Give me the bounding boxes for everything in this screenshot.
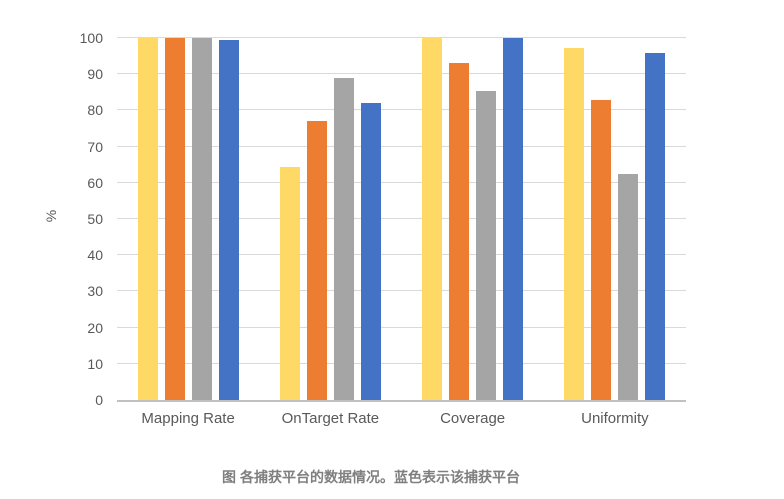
gridline-10 (117, 362, 686, 364)
bar-orange-ontarget-rate (306, 121, 327, 400)
y-tick-label-70: 70 (87, 138, 103, 155)
gridline-90 (117, 73, 686, 75)
bar-group-coverage (402, 38, 544, 400)
category-label-coverage: Coverage (440, 410, 506, 427)
y-tick-label-20: 20 (87, 319, 103, 336)
bar-blue-ontarget-rate (360, 103, 381, 400)
y-tick-label-60: 60 (87, 174, 103, 191)
gridline-40 (117, 254, 686, 256)
bar-yellow-ontarget-rate (279, 166, 300, 400)
y-tick-label-80: 80 (87, 102, 103, 119)
y-tick-label-0: 0 (95, 392, 103, 408)
x-axis-labels: Mapping Rate OnTarget Rate Coverage Uniform… (117, 410, 686, 427)
category-label-uniformity: Uniformity (581, 410, 649, 427)
figure-caption: 图 各捕获平台的数据情况。蓝色表示该捕获平台 (222, 469, 520, 485)
y-axis: 0 10 20 30 40 50 60 70 80 90 100 (0, 31, 103, 407)
bar-gray-mapping-rate (191, 38, 212, 400)
gridline-100 (117, 37, 686, 38)
bar-gray-coverage (476, 91, 497, 400)
bar-gray-uniformity (618, 173, 639, 400)
gridline-20 (117, 326, 686, 328)
bar-yellow-mapping-rate (137, 38, 158, 400)
category-label-ontarget-rate: OnTarget Rate (281, 410, 380, 427)
bar-orange-uniformity (591, 99, 612, 400)
gridline-80 (117, 109, 686, 111)
bar-yellow-coverage (422, 38, 443, 400)
y-tick-label-90: 90 (87, 66, 103, 83)
bar-blue-mapping-rate (218, 39, 239, 400)
category-label-mapping-rate: Mapping Rate (141, 410, 235, 427)
bar-yellow-uniformity (564, 48, 585, 400)
plot-area (117, 37, 686, 402)
bar-group-ontarget-rate (259, 38, 401, 400)
bar-group-mapping-rate (117, 38, 259, 400)
bar-group-uniformity (544, 38, 686, 400)
bar-orange-coverage (449, 63, 470, 400)
bar-blue-uniformity (645, 53, 666, 400)
gridline-30 (117, 290, 686, 292)
bar-orange-mapping-rate (164, 38, 185, 400)
y-tick-label-30: 30 (87, 283, 103, 300)
gridline-60 (117, 181, 686, 183)
bar-blue-coverage (503, 38, 524, 400)
y-tick-label-40: 40 (87, 247, 103, 264)
gridline-50 (117, 218, 686, 219)
gridline-70 (117, 145, 686, 147)
bar-gray-ontarget-rate (333, 77, 354, 400)
y-tick-label-100: 100 (79, 30, 103, 46)
y-tick-label-50: 50 (87, 211, 103, 227)
y-tick-label-10: 10 (87, 355, 103, 372)
